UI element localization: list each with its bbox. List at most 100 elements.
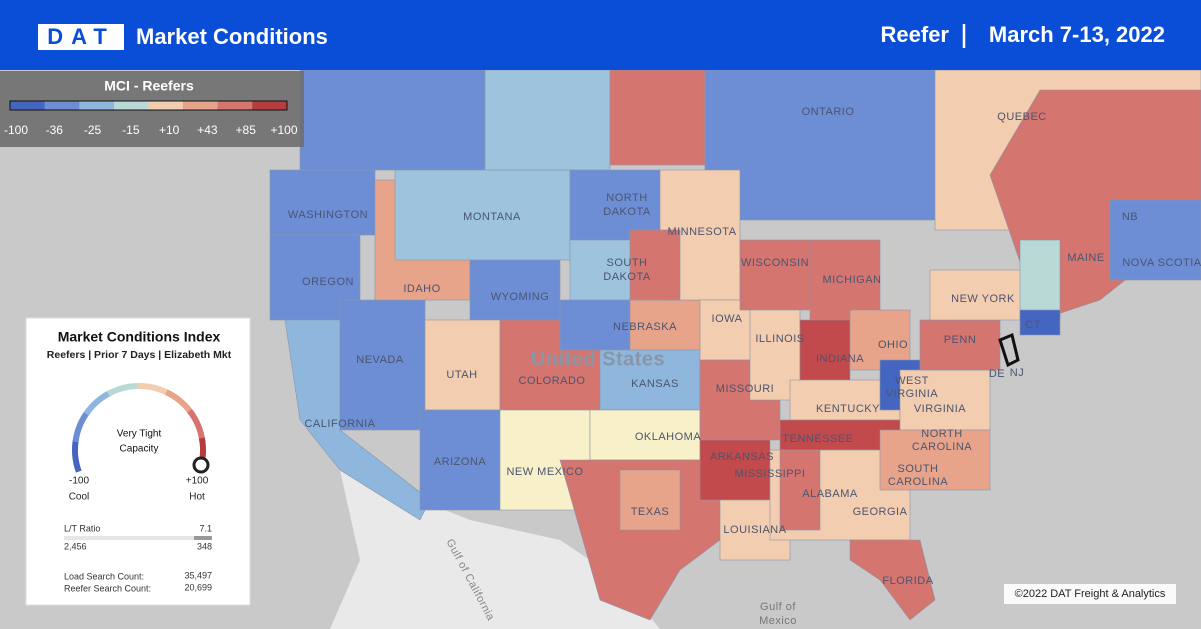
selected-market bbox=[998, 332, 1020, 368]
legend-label: -25 bbox=[84, 123, 102, 137]
legend-label: +85 bbox=[236, 123, 257, 137]
region bbox=[269, 169, 376, 236]
map-label: ONTARIO bbox=[802, 106, 855, 118]
map-label: QUEBEC bbox=[997, 111, 1046, 123]
region bbox=[569, 169, 661, 241]
ratio-value: 7.1 bbox=[199, 523, 212, 533]
header-title: Market Conditions bbox=[136, 24, 328, 49]
map-label: NORTH bbox=[921, 428, 962, 440]
region bbox=[559, 299, 641, 351]
map-label: SOUTH bbox=[898, 463, 939, 475]
gauge-max-label: Hot bbox=[189, 492, 205, 503]
map-label: DAKOTA bbox=[603, 206, 651, 218]
map-label: VIRGINIA bbox=[914, 403, 966, 415]
region bbox=[629, 299, 701, 351]
region bbox=[739, 239, 811, 311]
region bbox=[469, 259, 561, 331]
copyright-box bbox=[1004, 584, 1176, 604]
gauge-min: -100 bbox=[69, 476, 89, 487]
legend-label: -100 bbox=[4, 123, 28, 137]
loads: 2,456 bbox=[64, 541, 87, 551]
region bbox=[929, 269, 1031, 321]
region bbox=[299, 69, 486, 171]
region bbox=[704, 69, 936, 221]
logo-box bbox=[38, 24, 124, 50]
region bbox=[849, 539, 936, 621]
legend-label: -36 bbox=[46, 123, 64, 137]
region bbox=[609, 69, 706, 166]
region bbox=[699, 439, 771, 501]
map-label: ARIZONA bbox=[434, 456, 487, 468]
map-label: NEW MEXICO bbox=[506, 466, 583, 478]
legend-label: +100 bbox=[270, 123, 297, 137]
map-label: NEBRASKA bbox=[613, 321, 677, 333]
region bbox=[1109, 199, 1201, 281]
map-label: OKLAHOMA bbox=[635, 431, 702, 443]
gauge-text: Very Tight bbox=[117, 429, 162, 440]
legend-label: +43 bbox=[197, 123, 218, 137]
region bbox=[589, 409, 701, 461]
map-label: MINNESOTA bbox=[667, 226, 736, 238]
info-panel bbox=[25, 317, 251, 606]
region bbox=[619, 469, 681, 531]
region bbox=[599, 349, 701, 411]
reefer-search-label: Reefer Search Count: bbox=[64, 583, 151, 593]
map-label: TEXAS bbox=[631, 506, 670, 518]
map-label: FLORIDA bbox=[882, 575, 933, 587]
map-label: NEVADA bbox=[356, 354, 404, 366]
map-label: UTAH bbox=[446, 369, 477, 381]
legend-title: MCI - Reefers bbox=[104, 78, 194, 94]
map-label: Gulf of bbox=[760, 601, 796, 613]
map-label: PENN bbox=[944, 334, 977, 346]
map-label: NOVA SCOTIA bbox=[1122, 257, 1201, 269]
map-label: IOWA bbox=[712, 313, 743, 325]
map-label: OHIO bbox=[878, 339, 908, 351]
map-label: GEORGIA bbox=[853, 506, 908, 518]
map-label: WASHINGTON bbox=[288, 209, 368, 221]
map-label: MISSOURI bbox=[716, 383, 774, 395]
map-label: MISSISSIPPI bbox=[735, 468, 806, 480]
map-label: United States bbox=[531, 348, 665, 370]
map-label: ARKANSAS bbox=[710, 451, 774, 463]
load-search-label: Load Search Count: bbox=[64, 571, 144, 581]
region bbox=[424, 319, 501, 411]
map-label: VIRGINIA bbox=[886, 388, 938, 400]
map-label: DE bbox=[989, 368, 1005, 380]
map-labels: ONTARIO QUEBEC NB NOVA SCOTIA WASHINGTON… bbox=[288, 106, 1201, 627]
legend-swatch bbox=[148, 101, 184, 110]
map-label: NB bbox=[1122, 211, 1138, 223]
ratio-bar-trucks bbox=[194, 536, 212, 540]
legend-swatch bbox=[252, 101, 287, 110]
map-label: MAINE bbox=[1067, 252, 1104, 264]
region bbox=[1019, 239, 1061, 321]
gauge bbox=[72, 383, 206, 473]
copyright: ©2022 DAT Freight & Analytics bbox=[1015, 588, 1166, 600]
reefer-search-value: 20,699 bbox=[184, 582, 212, 592]
map-label: SOUTH bbox=[607, 257, 648, 269]
region bbox=[419, 409, 501, 511]
map-label: KANSAS bbox=[631, 378, 679, 390]
region bbox=[779, 449, 821, 531]
regions bbox=[269, 69, 1201, 621]
map-label: MICHIGAN bbox=[823, 274, 882, 286]
region bbox=[879, 429, 991, 491]
legend-label: -15 bbox=[122, 123, 140, 137]
gauge-min-label: Cool bbox=[69, 492, 90, 503]
trucks: 348 bbox=[197, 541, 212, 551]
map-label: WEST bbox=[895, 375, 929, 387]
region bbox=[394, 169, 571, 261]
panel-subtitle: Reefers | Prior 7 Days | Elizabeth Mkt bbox=[47, 349, 232, 361]
gauge-pointer bbox=[192, 456, 210, 474]
legend-swatch bbox=[217, 101, 253, 110]
map-label: COLORADO bbox=[519, 375, 586, 387]
map-label: ALABAMA bbox=[802, 488, 858, 500]
legend-swatch bbox=[183, 101, 218, 110]
map-label: OREGON bbox=[302, 276, 354, 288]
region bbox=[1019, 309, 1061, 336]
map-label: CALIFORNIA bbox=[304, 418, 375, 430]
map-label: WISCONSIN bbox=[741, 257, 809, 269]
region bbox=[629, 229, 681, 301]
panel-title: Market Conditions Index bbox=[58, 329, 221, 345]
legend-swatch bbox=[113, 101, 149, 110]
